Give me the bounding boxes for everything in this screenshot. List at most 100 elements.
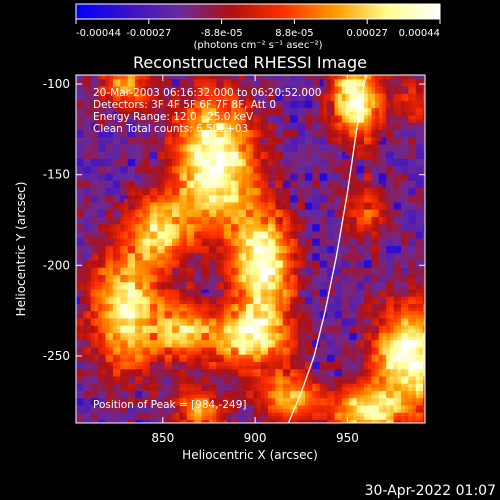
heatmap-cell [142,201,147,207]
heatmap-cell [205,379,210,384]
heatmap-cell [205,122,210,127]
heatmap-cell [112,165,118,170]
heatmap-cell [238,143,243,149]
heatmap-cell [135,412,140,417]
heatmap-cell [201,267,206,272]
heatmap-cell [164,256,169,261]
heatmap-cell [112,75,118,80]
heatmap-cell [79,361,84,366]
heatmap-cell [194,375,199,381]
heatmap-cell [245,299,251,304]
heatmap-cell [83,209,88,214]
heatmap-cell [124,259,129,265]
heatmap-cell [127,412,132,417]
heatmap-cell [98,151,103,156]
heatmap-cell [164,386,169,391]
heatmap-cell [216,357,221,362]
heatmap-cell [116,107,121,112]
heatmap-cell [260,183,265,188]
heatmap-cell [216,114,221,120]
heatmap-cell [249,212,254,217]
heatmap-cell [142,328,147,333]
heatmap-cell [76,249,81,254]
heatmap-cell [234,205,240,210]
heatmap-cell [205,227,210,232]
heatmap-cell [205,357,210,362]
heatmap-cell [242,241,247,246]
heatmap-cell [234,230,240,236]
heatmap-cell [260,328,265,333]
heatmap-cell [105,118,110,123]
heatmap-cell [179,259,184,265]
heatmap-cell [242,114,247,120]
heatmap-cell [76,245,81,250]
heatmap-cell [231,317,236,323]
heatmap-cell [124,158,129,163]
heatmap-cell [220,281,225,286]
heatmap-cell [190,415,195,420]
heatmap-cell [87,118,92,123]
heatmap-cell [135,183,140,188]
heatmap-cell [190,401,195,406]
heatmap-cell [231,278,236,283]
heatmap-cell [112,325,118,330]
heatmap-cell [216,172,221,178]
heatmap-cell [172,198,177,203]
heatmap-cell [83,354,88,359]
heatmap-cell [238,133,243,138]
heatmap-cell [231,78,236,83]
heatmap-cell [190,368,195,373]
heatmap-cell [197,216,203,221]
heatmap-cell [256,223,262,228]
heatmap-cell [76,343,81,348]
heatmap-cell [231,321,236,326]
heatmap-cell [190,151,195,156]
heatmap-cell [227,122,232,127]
heatmap-cell [183,310,188,315]
heatmap-cell [183,332,188,337]
heatmap-cell [264,129,269,134]
heatmap-cell [124,288,129,294]
heatmap-cell [264,191,269,196]
heatmap-cell [142,129,147,134]
heatmap-cell [208,321,214,326]
heatmap-cell [220,401,225,406]
heatmap-cell [249,165,254,170]
heatmap-cell [94,183,99,188]
heatmap-cell [264,154,269,159]
heatmap-cell [175,187,180,192]
heatmap-cell [90,332,96,337]
heatmap-cell [186,346,192,352]
heatmap-cell [105,147,110,152]
heatmap-cell [264,332,269,337]
heatmap-cell [234,107,240,112]
heatmap-cell [164,220,169,225]
heatmap-cell [212,386,217,391]
heatmap-cell [131,85,136,91]
heatmap-cell [245,394,251,399]
heatmap-cell [223,89,229,94]
heatmap-cell [253,343,258,348]
heatmap-cell [208,133,214,138]
heatmap-cell [223,136,229,141]
heatmap-cell [138,129,144,134]
heatmap-cell [260,147,265,152]
heatmap-cell [234,408,240,413]
heatmap-cell [101,129,107,134]
heatmap-cell [264,158,269,163]
heatmap-cell [83,223,88,228]
heatmap-cell [146,140,151,145]
heatmap-cell [116,394,121,399]
heatmap-cell [175,154,180,159]
heatmap-cell [220,216,225,221]
heatmap-cell [194,209,199,214]
heatmap-cell [94,281,99,286]
heatmap-cell [205,419,210,423]
heatmap-cell [194,104,199,109]
heatmap-cell [168,401,173,406]
heatmap-cell [194,172,199,178]
heatmap-cell [238,122,243,127]
heatmap-cell [164,299,169,304]
heatmap-cell [138,310,144,315]
heatmap-cell [238,227,243,232]
